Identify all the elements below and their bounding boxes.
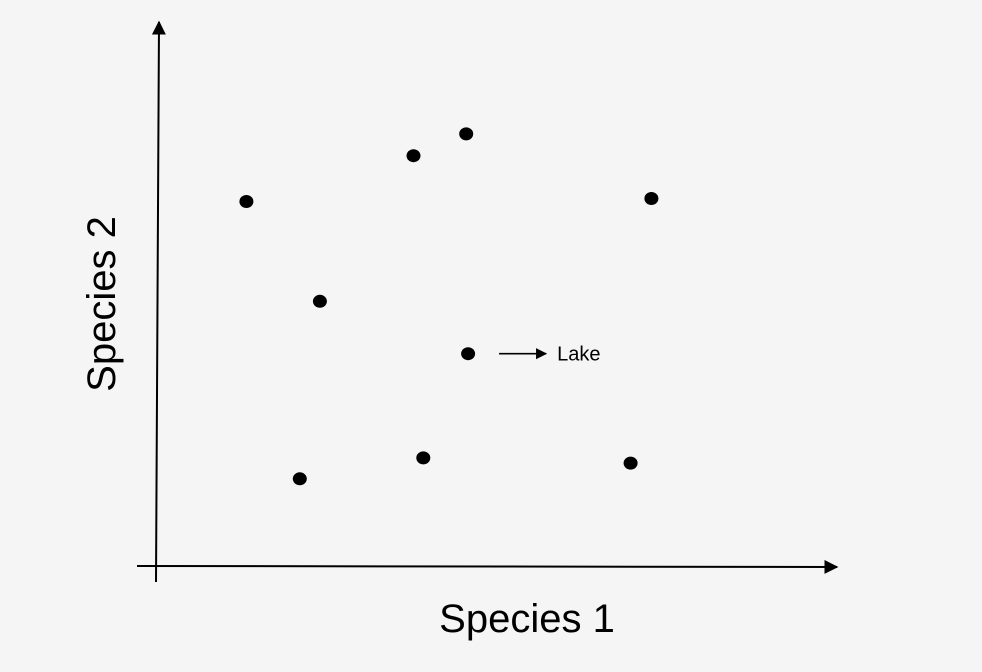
- data-point: [292, 472, 307, 486]
- data-point: [459, 127, 474, 141]
- x-axis: [136, 559, 839, 574]
- y-axis-title: Species 2: [80, 216, 124, 392]
- lake-annotation-label: Lake: [557, 344, 600, 366]
- data-point: [406, 149, 421, 163]
- data-point: [239, 195, 254, 208]
- x-axis-title: Species 1: [439, 597, 615, 641]
- data-point: [312, 294, 327, 308]
- data-points: [239, 127, 659, 486]
- data-point: [644, 192, 659, 205]
- data-point: [461, 347, 476, 361]
- y-axis: [151, 20, 166, 583]
- data-point: [416, 451, 431, 465]
- data-point: [623, 456, 638, 470]
